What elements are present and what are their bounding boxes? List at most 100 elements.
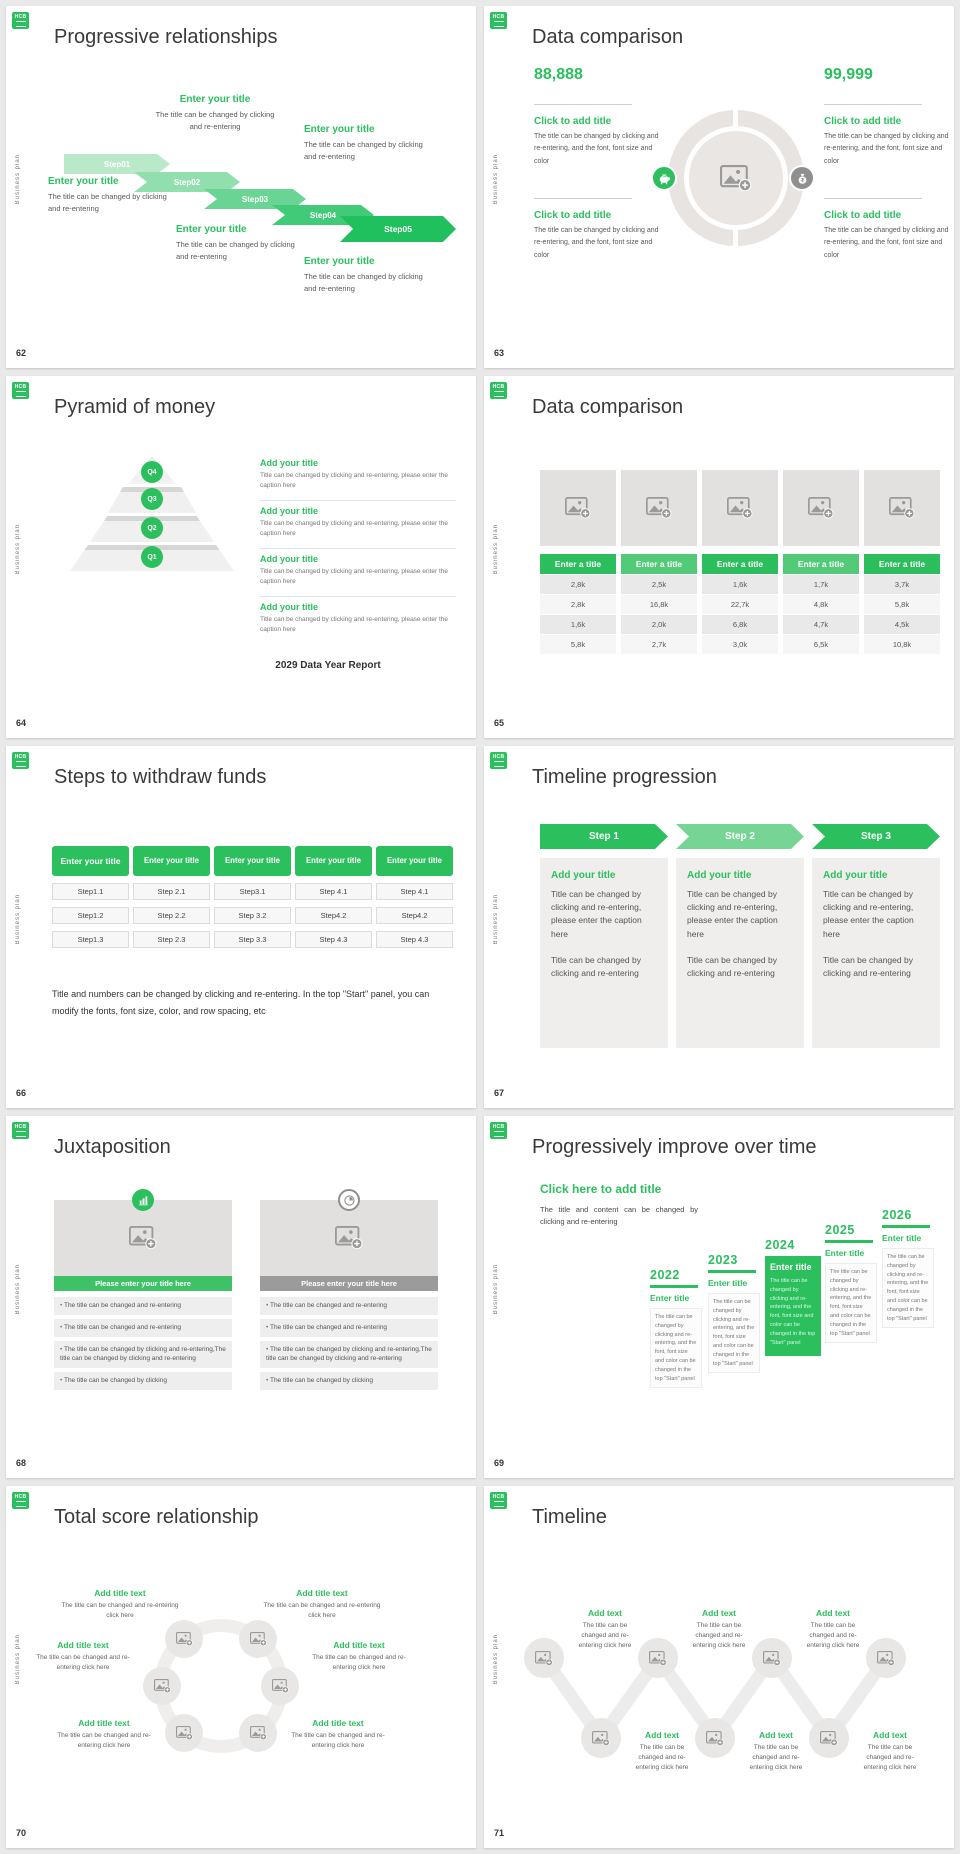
panel-body: Title can be changed by clicking and re-…: [823, 954, 913, 978]
bullet-item: The title can be changed by clicking: [54, 1372, 232, 1390]
slide-title: Timeline: [532, 1506, 607, 1528]
bar-chart-icon: [132, 1189, 154, 1211]
text-block: Enter your title The title can be change…: [48, 176, 170, 215]
block-title: Click to add title: [824, 116, 902, 127]
block-title: Enter your title: [179, 94, 251, 105]
divider: [260, 596, 456, 597]
comparison-panel-right: Please enter your title here The title c…: [260, 1200, 438, 1394]
slide-thumbnail-64[interactable]: HCB Business plan 64 Pyramid of money Q4…: [6, 376, 476, 738]
step-header-button: Enter your title: [52, 846, 129, 876]
process-arrow-label: Step04: [309, 210, 337, 220]
block-title: Add text: [873, 1730, 907, 1740]
image-placeholder-icon: [763, 1650, 781, 1666]
step-cell: Step1.3: [52, 931, 129, 948]
slide-thumbnail-65[interactable]: HCB Business plan 65 Data comparison Ent…: [484, 376, 954, 738]
divider: [824, 104, 922, 105]
section-heading: Click here to add title: [540, 1182, 662, 1196]
step-arrow-label: Step 3: [860, 831, 891, 842]
block-body: The title can be changed and re-entering…: [806, 1622, 860, 1649]
table-cell: 3,0k: [702, 635, 778, 654]
block-body: The title can be changed and re-entering…: [61, 1602, 179, 1619]
bullet-item: The title can be changed and re-entering: [260, 1297, 438, 1315]
image-placeholder-circle: [866, 1638, 906, 1678]
panel-body: Title can be changed by clicking and re-…: [551, 954, 641, 978]
table-cell: 2,7k: [621, 635, 697, 654]
slide-title: Timeline progression: [532, 766, 717, 788]
text-block: Enter your title The title can be change…: [304, 256, 426, 295]
panel-body: Title can be changed by clicking and re-…: [687, 889, 778, 939]
year-underline: [882, 1225, 930, 1228]
block-body: The title can be changed by clicking and…: [304, 140, 423, 161]
brand-logo-text: HCB: [492, 13, 505, 20]
image-placeholder-tile: [702, 470, 778, 546]
step-header-button: Enter your title: [133, 846, 210, 876]
image-placeholder-icon: [249, 1631, 267, 1647]
block-title: Enter your title: [176, 224, 247, 235]
timeline-panel: Add your title Title can be changed by c…: [676, 858, 804, 1048]
year-body: The title can be changed by clicking and…: [708, 1293, 760, 1374]
block-title: Click to add title: [824, 210, 902, 221]
text-block: Add text The title can be changed and re…: [857, 1730, 923, 1772]
image-placeholder-icon: [727, 497, 753, 519]
comparison-table: Enter a title 2,8k 2,8k 1,6k 5,8k Enter …: [540, 470, 940, 655]
slide-thumbnail-66[interactable]: HCB Business plan 66 Steps to withdraw f…: [6, 746, 476, 1108]
slide-number: 69: [494, 1458, 505, 1468]
slide-number: 71: [494, 1828, 505, 1838]
text-block: Enter your title The title can be change…: [154, 94, 276, 133]
step-header-button: Enter your title: [376, 846, 453, 876]
text-block: Click to add title The title can be chan…: [824, 210, 954, 262]
image-placeholder-icon: [808, 497, 834, 519]
block-body: The title can be changed and re-entering…: [749, 1744, 803, 1771]
pyramid-level-badge: Q1: [141, 546, 163, 568]
brand-logo-icon: HCB: [12, 752, 29, 769]
year-label: 2026: [882, 1208, 912, 1222]
table-cell: 2,8k: [540, 595, 616, 614]
slide-thumbnail-69[interactable]: HCB Business plan 69 Progressively impro…: [484, 1116, 954, 1478]
block-title: Add your title: [260, 554, 318, 564]
step-header-button: Enter your title: [214, 846, 291, 876]
image-placeholder-icon: [249, 1725, 267, 1741]
image-placeholder-circle: [143, 1667, 181, 1705]
block-body: The title can be changed and re-entering…: [312, 1654, 406, 1671]
table-cell: 4,8k: [783, 595, 859, 614]
step-arrow-label: Step 2: [724, 831, 755, 842]
year-title: Enter title: [650, 1293, 690, 1303]
bullet-item: The title can be changed and re-entering: [54, 1297, 232, 1315]
slide-number: 67: [494, 1088, 505, 1098]
table-cell: 4,7k: [783, 615, 859, 634]
block-body: The title can be changed and re-entering…: [635, 1744, 689, 1771]
year-label: 2024: [765, 1238, 795, 1252]
slide-title: Data comparison: [532, 26, 684, 48]
step-cell: Step 2.2: [133, 907, 210, 924]
timeline-column: Step 1 Add your title Title can be chang…: [540, 824, 668, 1048]
piggy-bank-icon: [651, 165, 677, 191]
year-column-2023: 2023 Enter title The title can be change…: [708, 1253, 760, 1374]
brand-logo-text: HCB: [14, 1493, 27, 1500]
year-body: The title can be changed by clicking and…: [825, 1263, 877, 1344]
block-body: The title can be changed and re-entering…: [578, 1622, 632, 1649]
slide-thumbnail-62[interactable]: HCB Business plan 62 Progressive relatio…: [6, 6, 476, 368]
slide-thumbnail-71[interactable]: HCB Business plan 71 Timeline Add text T…: [484, 1486, 954, 1848]
slide-number: 68: [16, 1458, 27, 1468]
text-block: Add title text The title can be changed …: [282, 1718, 394, 1751]
text-block: Add title text The title can be changed …: [28, 1640, 138, 1673]
slide-thumbnail-63[interactable]: HCB Business plan 63 Data comparison 88,…: [484, 6, 954, 368]
step-cell: Step 4.3: [295, 931, 372, 948]
slide-number: 66: [16, 1088, 27, 1098]
block-title: Add text: [759, 1730, 793, 1740]
year-title: Enter title: [825, 1248, 865, 1258]
step-column: Enter your title Step1.1 Step1.2 Step1.3: [52, 846, 129, 948]
slide-thumbnail-70[interactable]: HCB Business plan 70 Total score relatio…: [6, 1486, 476, 1848]
slide-title: Progressively improve over time: [532, 1136, 817, 1158]
bullet-item: The title can be changed and re-entering: [260, 1318, 438, 1337]
table-cell: 10,8k: [864, 635, 940, 654]
slide-thumbnail-67[interactable]: HCB Business plan 67 Timeline progressio…: [484, 746, 954, 1108]
table-cell: 1,6k: [540, 615, 616, 634]
block-title: Add text: [816, 1608, 850, 1618]
panel-title: Add your title: [823, 870, 888, 881]
sidebar-vertical-label: Business plan: [15, 1264, 21, 1315]
section-subheading: The title and content can be changed by …: [540, 1205, 698, 1226]
slide-thumbnail-68[interactable]: HCB Business plan 68 Juxtaposition Pleas…: [6, 1116, 476, 1478]
year-column-2022: 2022 Enter title The title can be change…: [650, 1268, 702, 1389]
step-cell: Step 4.1: [295, 883, 372, 900]
